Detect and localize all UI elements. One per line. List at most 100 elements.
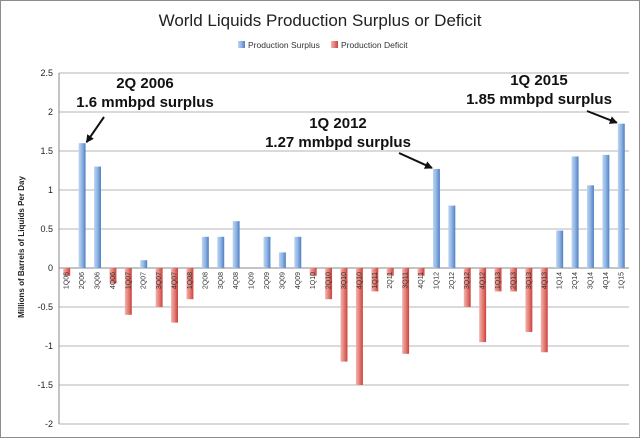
bar-3Q09 xyxy=(278,252,286,268)
bar-2Q14 xyxy=(571,156,579,268)
bar-1Q07 xyxy=(124,268,132,315)
bar-2Q12 xyxy=(448,205,456,268)
x-tick-label: 2Q10 xyxy=(326,272,333,289)
x-tick-label: 3Q06 xyxy=(95,272,102,289)
x-tick-label: 2Q12 xyxy=(449,272,456,289)
legend-label-surplus: Production Surplus xyxy=(248,40,320,50)
y-tick-label: -2 xyxy=(45,419,53,429)
annotations: 2Q 2006 1.6 mmbpd surplus 1Q 2012 1.27 mmbp… xyxy=(76,72,618,169)
bar-3Q11 xyxy=(402,268,410,354)
bar-1Q12 xyxy=(432,168,440,268)
bars xyxy=(63,123,625,385)
bar-2Q08 xyxy=(201,236,209,268)
x-tick-label: 2Q08 xyxy=(202,272,209,289)
y-tick-label: -0.5 xyxy=(37,302,53,312)
bar-4Q07 xyxy=(171,268,179,323)
x-tick-label: 3Q10 xyxy=(341,272,348,289)
legend: Production Surplus Production Deficit xyxy=(238,40,408,50)
x-tick-label: 3Q12 xyxy=(464,272,471,289)
annotation-arrow xyxy=(586,110,618,124)
bar-4Q13 xyxy=(540,268,548,353)
x-tick-label: 4Q08 xyxy=(233,272,240,289)
annotation-text: 2Q 2006 xyxy=(116,75,174,92)
bar-3Q06 xyxy=(94,166,101,268)
chart-title: World Liquids Production Surplus or Defi… xyxy=(159,11,482,30)
x-axis-ticks: 1Q06 2Q06 3Q06 4Q06 1Q07 2Q07 3Q07 4Q07 1Q08 2Q08… xyxy=(64,272,626,289)
bar-1Q11 xyxy=(371,268,379,292)
x-tick-label: 4Q06 xyxy=(110,272,117,289)
legend-swatch-surplus xyxy=(238,41,245,48)
bar-4Q14 xyxy=(602,154,610,268)
bar-1Q13 xyxy=(494,268,502,292)
annotation-text: 1.85 mmbpd surplus xyxy=(466,91,612,108)
x-tick-label: 2Q09 xyxy=(264,272,271,289)
bar-2Q09 xyxy=(263,236,271,268)
x-tick-label: 2Q11 xyxy=(387,272,394,289)
bar-3Q12 xyxy=(463,268,471,307)
x-tick-label: 4Q09 xyxy=(295,272,302,289)
x-tick-label: 3Q14 xyxy=(587,272,594,289)
x-tick-label: 1Q08 xyxy=(187,272,194,289)
x-tick-label: 1Q13 xyxy=(495,272,502,289)
x-tick-label: 3Q08 xyxy=(218,272,225,289)
bar-1Q06 xyxy=(63,268,71,276)
bar-3Q10 xyxy=(340,268,348,362)
bar-3Q14 xyxy=(587,185,594,268)
annotation-arrow xyxy=(85,116,105,144)
annotation-arrow xyxy=(398,152,433,169)
x-tick-label: 2Q14 xyxy=(572,272,579,289)
y-tick-label: 0 xyxy=(48,263,53,273)
y-tick-label: 1.5 xyxy=(40,146,53,156)
x-tick-label: 2Q07 xyxy=(141,272,148,289)
bar-3Q08 xyxy=(217,236,225,268)
annotation-text: 1Q 2012 xyxy=(309,115,367,132)
x-tick-label: 3Q11 xyxy=(403,272,410,289)
x-tick-label: 4Q13 xyxy=(541,272,548,289)
x-tick-label: 1Q06 xyxy=(64,272,71,289)
bar-4Q09 xyxy=(294,236,302,268)
bar-2Q07 xyxy=(140,260,148,268)
x-tick-label: 2Q06 xyxy=(79,272,86,289)
y-tick-label: 2.5 xyxy=(40,68,53,78)
y-tick-label: -1 xyxy=(45,341,53,351)
x-tick-label: 4Q10 xyxy=(356,272,363,289)
x-tick-label: 1Q12 xyxy=(433,272,440,289)
bar-1Q14 xyxy=(556,230,564,268)
x-tick-label: 1Q14 xyxy=(557,272,564,289)
x-tick-label: 4Q07 xyxy=(172,272,179,289)
y-tick-label: -1.5 xyxy=(37,380,53,390)
x-tick-label: 1Q11 xyxy=(372,272,379,289)
bar-2Q06 xyxy=(78,143,86,268)
annotation-text: 1.27 mmbpd surplus xyxy=(265,134,411,151)
bar-2Q13 xyxy=(509,268,517,292)
x-tick-label: 4Q14 xyxy=(603,272,610,289)
x-tick-label: 1Q09 xyxy=(249,272,256,289)
bar-2Q11 xyxy=(386,268,394,276)
x-tick-label: 3Q07 xyxy=(156,272,163,289)
y-tick-label: 1 xyxy=(48,185,53,195)
bar-4Q12 xyxy=(479,268,487,343)
bar-4Q11 xyxy=(417,268,425,276)
x-tick-label: 3Q09 xyxy=(279,272,286,289)
y-axis-label: Millions of Barrels of Liquids Per Day xyxy=(17,176,26,318)
x-tick-label: 2Q13 xyxy=(510,272,517,289)
legend-label-deficit: Production Deficit xyxy=(341,40,408,50)
y-axis-ticks: -2 -1.5 -1 -0.5 0 0.5 1 1.5 2 2.5 xyxy=(37,68,53,429)
bar-3Q07 xyxy=(155,268,163,307)
x-tick-label: 3Q13 xyxy=(526,272,533,289)
bar-1Q15 xyxy=(617,123,625,268)
annotation-text: 1Q 2015 xyxy=(510,72,568,89)
y-tick-label: 0.5 xyxy=(40,224,53,234)
bar-2Q10 xyxy=(325,268,333,300)
y-tick-label: 2 xyxy=(48,107,53,117)
x-tick-label: 1Q10 xyxy=(310,272,317,289)
bar-4Q10 xyxy=(355,268,363,385)
bar-1Q10 xyxy=(309,268,317,276)
x-tick-label: 4Q11 xyxy=(418,272,425,289)
x-tick-label: 1Q15 xyxy=(618,272,625,289)
legend-swatch-deficit xyxy=(331,41,338,48)
x-tick-label: 4Q12 xyxy=(480,272,487,289)
bar-4Q06 xyxy=(109,268,117,284)
